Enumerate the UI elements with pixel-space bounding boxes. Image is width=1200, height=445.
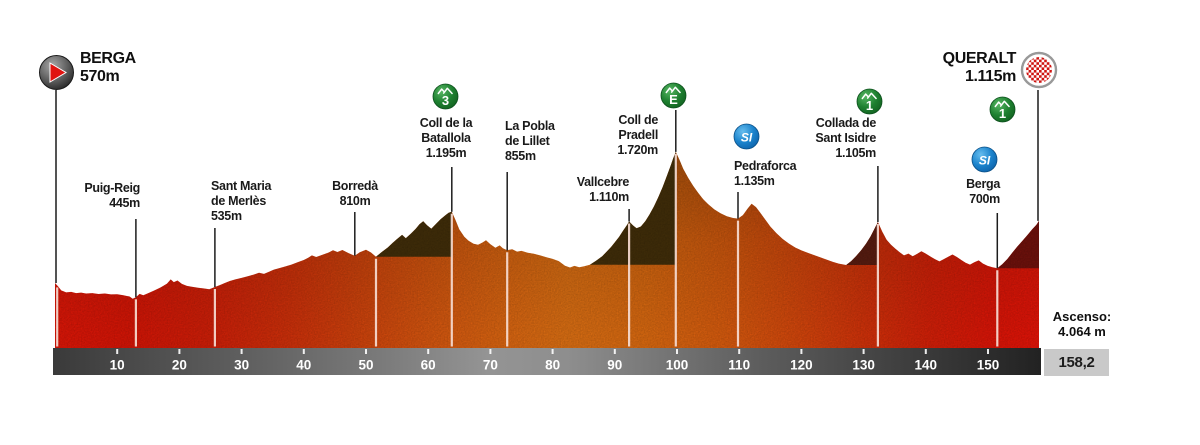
axis-tick-label: 130 xyxy=(852,358,875,373)
axis-tick-label: 140 xyxy=(915,358,938,373)
axis-tick-label: 60 xyxy=(421,358,436,373)
axis-tick-label: 50 xyxy=(358,358,373,373)
distance-axis-bar xyxy=(53,348,1041,375)
axis-tick-label: 100 xyxy=(666,358,689,373)
axis-tick-label: 20 xyxy=(172,358,187,373)
axis-tick-label: 80 xyxy=(545,358,560,373)
axis-tick-label: 120 xyxy=(790,358,813,373)
axis-tick-label: 150 xyxy=(977,358,1000,373)
axis-tick-label: 70 xyxy=(483,358,498,373)
axis-tick-label: 40 xyxy=(296,358,311,373)
axis-tick-label: 90 xyxy=(607,358,622,373)
axis-tick-label: 10 xyxy=(110,358,125,373)
axis-tick-label: 110 xyxy=(728,358,750,373)
axis-tick-label: 30 xyxy=(234,358,249,373)
